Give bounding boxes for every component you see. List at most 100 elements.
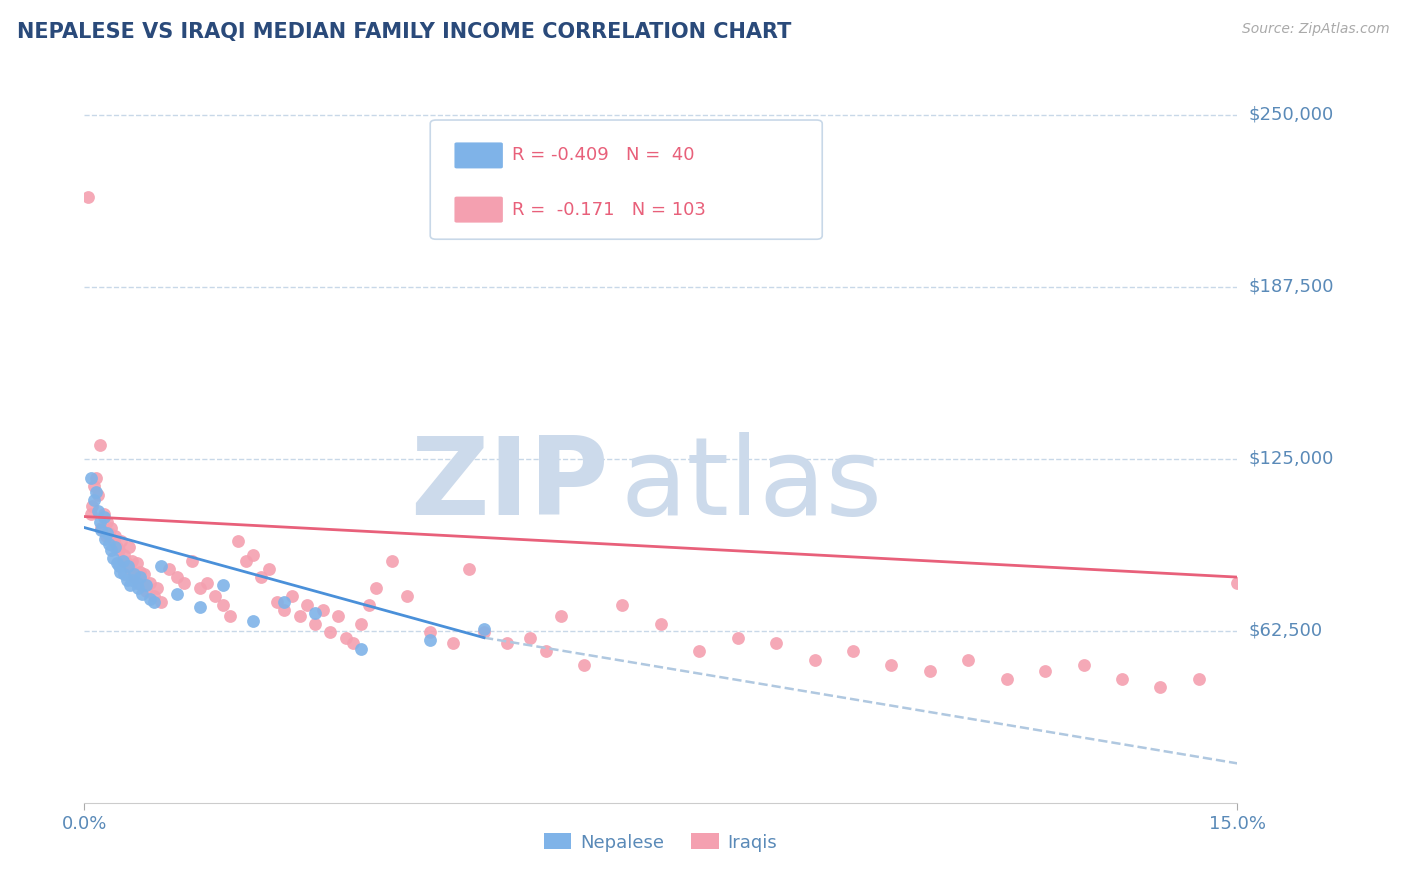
Point: [105, 557, 128, 571]
Point: [366, 581, 388, 595]
Point: [93, 509, 115, 524]
Point: [84, 484, 107, 499]
Point: [250, 570, 273, 584]
Point: [131, 586, 153, 600]
Point: [472, 623, 495, 637]
Point: [188, 600, 211, 615]
Point: [765, 636, 787, 650]
Point: [211, 578, 233, 592]
Point: [181, 553, 204, 567]
Point: [112, 548, 135, 562]
Point: [120, 578, 142, 592]
Point: [173, 575, 195, 590]
Point: [381, 553, 404, 567]
Point: [87, 487, 110, 501]
Point: [880, 658, 903, 673]
Point: [101, 550, 124, 565]
Point: [104, 540, 127, 554]
Point: [89, 438, 111, 452]
Point: [211, 598, 233, 612]
Point: [125, 557, 148, 571]
Point: [124, 567, 146, 582]
Point: [104, 529, 127, 543]
Point: [1149, 680, 1171, 694]
Point: [111, 553, 134, 567]
Text: R = -0.409   N =  40: R = -0.409 N = 40: [512, 146, 695, 164]
Point: [1188, 672, 1211, 686]
Point: [612, 598, 634, 612]
Text: $250,000: $250,000: [1249, 105, 1334, 124]
Point: [117, 559, 139, 574]
Point: [650, 616, 672, 631]
Point: [242, 614, 264, 628]
Point: [281, 590, 304, 604]
Point: [135, 578, 157, 592]
Point: [918, 664, 941, 678]
Point: [100, 542, 122, 557]
Point: [111, 553, 134, 567]
Point: [534, 644, 557, 658]
Point: [166, 570, 188, 584]
Point: [441, 636, 464, 650]
Text: $62,500: $62,500: [1249, 622, 1323, 640]
Point: [957, 653, 980, 667]
Text: R =  -0.171   N = 103: R = -0.171 N = 103: [512, 201, 706, 219]
Point: [350, 641, 373, 656]
Point: [90, 520, 112, 534]
Point: [118, 540, 141, 554]
Point: [195, 575, 218, 590]
Point: [273, 603, 295, 617]
Point: [110, 565, 132, 579]
FancyBboxPatch shape: [454, 196, 503, 223]
Point: [219, 608, 242, 623]
Point: [326, 608, 349, 623]
Point: [89, 515, 111, 529]
Point: [727, 631, 749, 645]
Point: [419, 633, 441, 648]
Point: [115, 573, 138, 587]
Text: $125,000: $125,000: [1249, 450, 1334, 467]
Point: [150, 559, 173, 574]
Point: [142, 590, 165, 604]
Point: [288, 608, 311, 623]
Point: [108, 559, 131, 574]
Point: [127, 581, 149, 595]
Point: [77, 190, 100, 204]
Point: [297, 598, 319, 612]
Point: [242, 548, 264, 562]
Point: [97, 526, 120, 541]
Point: [94, 529, 117, 543]
FancyBboxPatch shape: [454, 143, 503, 169]
Point: [304, 616, 326, 631]
Point: [135, 583, 157, 598]
Text: NEPALESE VS IRAQI MEDIAN FAMILY INCOME CORRELATION CHART: NEPALESE VS IRAQI MEDIAN FAMILY INCOME C…: [17, 22, 792, 42]
Text: ZIP: ZIP: [411, 432, 609, 538]
Point: [235, 553, 257, 567]
Point: [79, 507, 101, 521]
Point: [112, 567, 135, 582]
Point: [127, 575, 149, 590]
Point: [150, 595, 173, 609]
Point: [188, 581, 211, 595]
Point: [105, 540, 128, 554]
Point: [131, 578, 153, 592]
Point: [688, 644, 710, 658]
Point: [142, 595, 165, 609]
Point: [350, 616, 373, 631]
FancyBboxPatch shape: [430, 120, 823, 239]
Point: [100, 520, 122, 534]
Point: [572, 658, 595, 673]
Point: [138, 592, 160, 607]
Point: [304, 606, 326, 620]
Text: atlas: atlas: [620, 432, 883, 538]
Point: [103, 534, 125, 549]
Point: [496, 636, 519, 650]
Point: [97, 537, 120, 551]
Point: [87, 504, 110, 518]
Point: [121, 573, 143, 587]
Point: [96, 515, 118, 529]
Point: [96, 526, 118, 541]
Point: [157, 562, 180, 576]
Point: [396, 590, 419, 604]
Point: [803, 653, 825, 667]
